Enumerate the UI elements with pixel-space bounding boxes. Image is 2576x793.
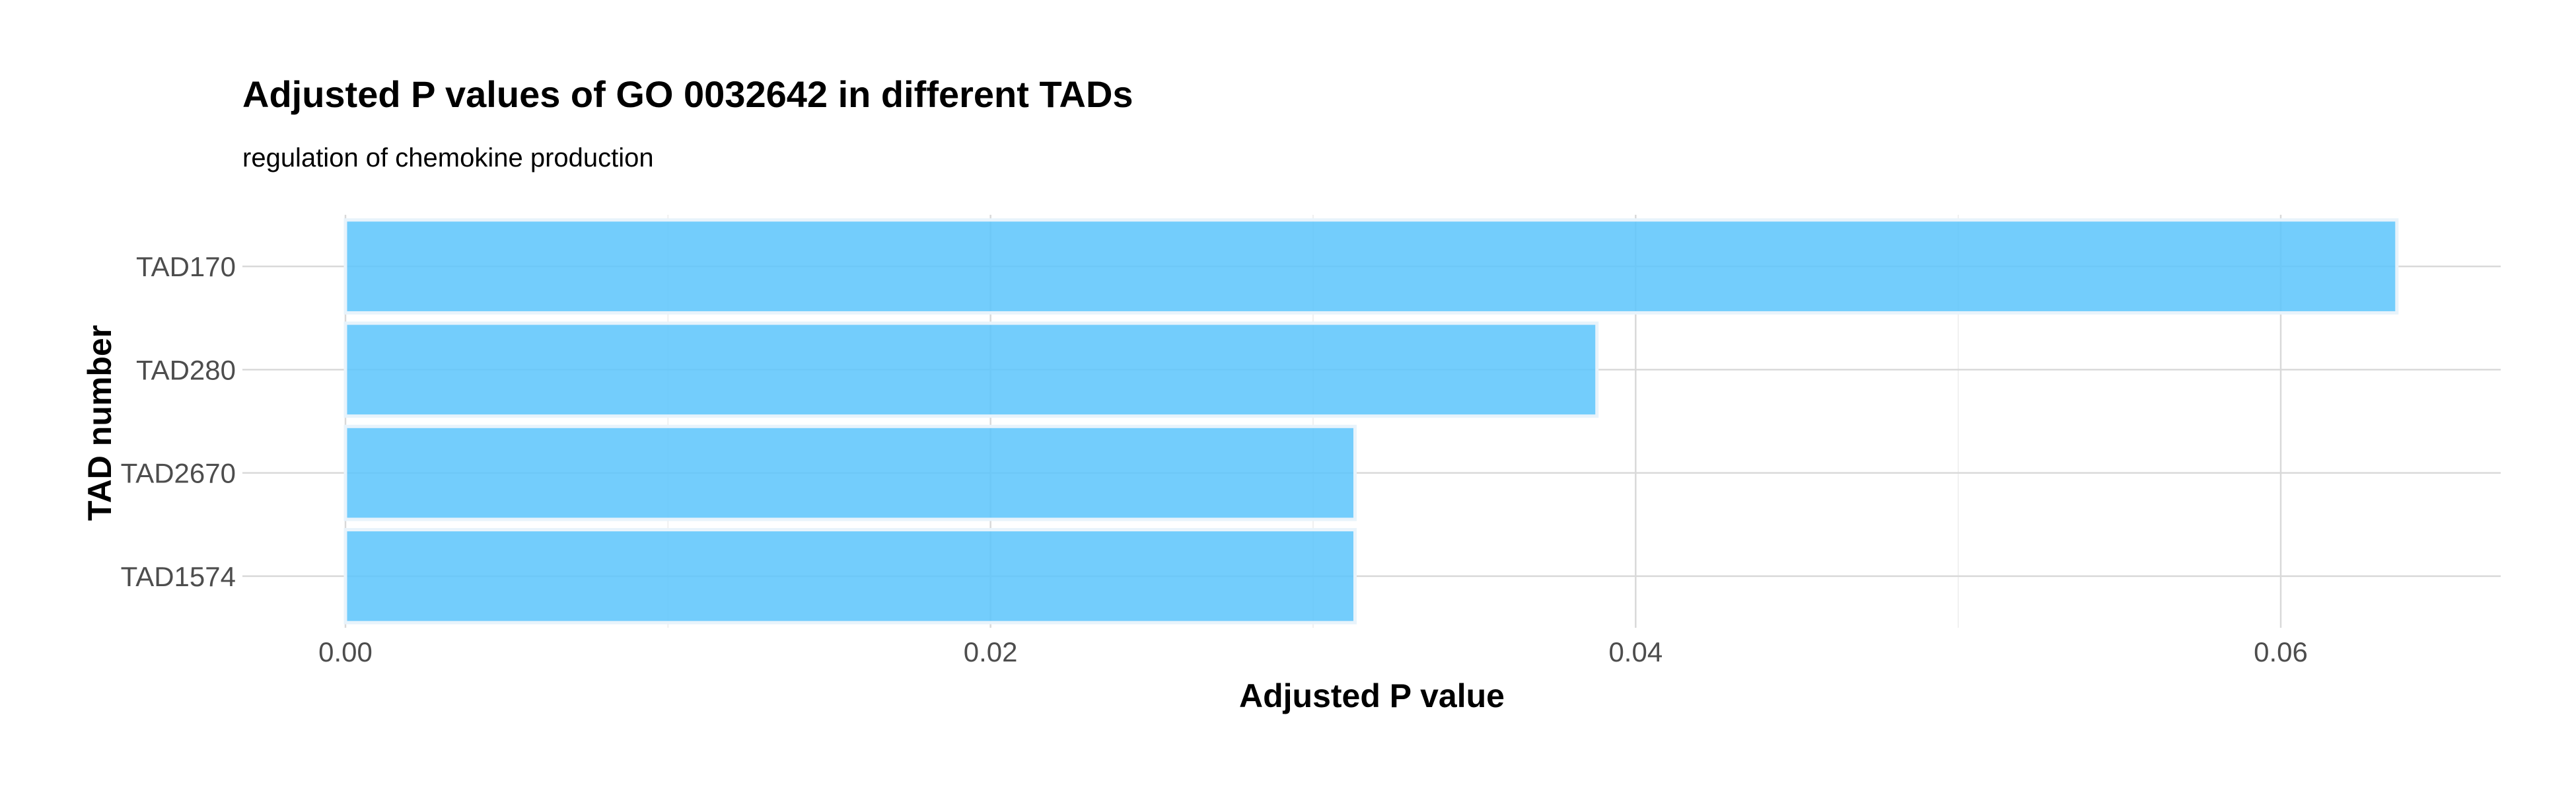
bar-tad170 xyxy=(343,218,2399,315)
x-axis-tick-labels: 0.00 0.02 0.04 0.06 xyxy=(318,636,2308,667)
y-axis-tick-labels: TAD170 TAD280 TAD2670 TAD1574 xyxy=(121,251,236,592)
x-tick-label: 0.06 xyxy=(2254,636,2308,667)
bars xyxy=(343,218,2399,624)
x-tick-label: 0.02 xyxy=(964,636,1018,667)
x-tick-label: 0.00 xyxy=(318,636,373,667)
y-tick-label: TAD1574 xyxy=(121,561,236,592)
y-tick-label: TAD170 xyxy=(136,251,236,282)
x-axis-title: Adjusted P value xyxy=(1239,677,1505,714)
y-tick-label: TAD280 xyxy=(136,354,236,385)
x-tick-label: 0.04 xyxy=(1608,636,1663,667)
y-axis-title: TAD number xyxy=(81,325,118,521)
bar-tad2670 xyxy=(343,424,1357,521)
bar-tad1574 xyxy=(343,528,1357,624)
chart-subtitle: regulation of chemokine production xyxy=(242,143,654,172)
chart-title: Adjusted P values of GO 0032642 in diffe… xyxy=(242,73,1133,115)
bar-tad280 xyxy=(343,321,1599,418)
y-tick-label: TAD2670 xyxy=(121,458,236,489)
